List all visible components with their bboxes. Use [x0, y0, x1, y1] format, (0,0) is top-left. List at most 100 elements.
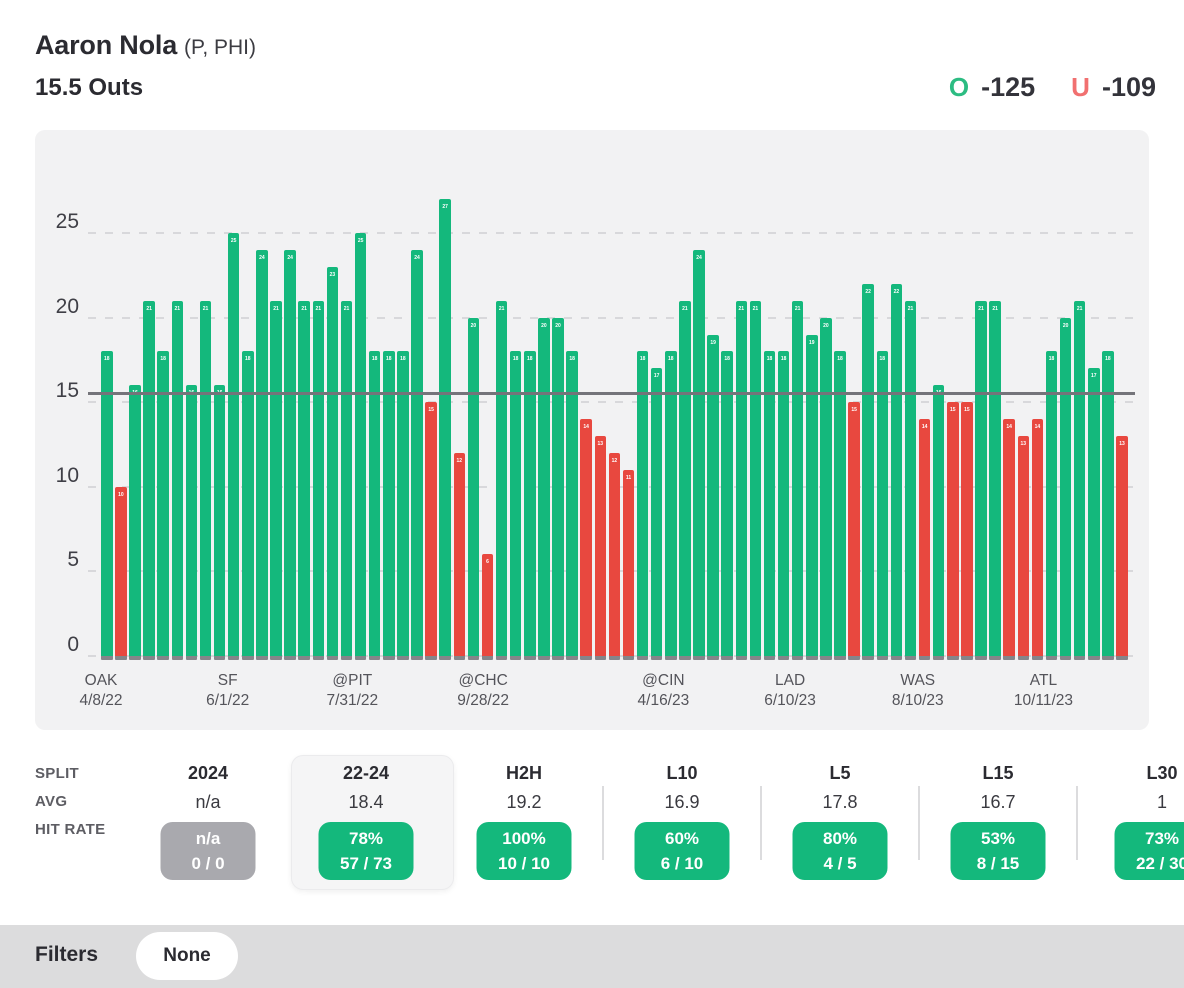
game-bar[interactable]: 12 [453, 452, 466, 656]
game-bar[interactable]: 21 [749, 300, 762, 656]
game-bar[interactable]: 18 [665, 351, 677, 656]
game-bar[interactable]: 16 [213, 385, 226, 656]
over-icon: O [948, 72, 970, 102]
bar-base [495, 656, 508, 660]
game-bar[interactable]: 14 [918, 419, 931, 656]
game-bar[interactable]: 21 [298, 300, 310, 656]
game-bar[interactable]: 25 [227, 233, 240, 656]
split-column-22-24[interactable]: 22-24 18.4 78% 57 / 73 [287, 748, 445, 896]
game-bar[interactable]: 21 [171, 300, 184, 656]
y-axis-tick-label: 5 [67, 548, 79, 572]
game-bar[interactable]: 14 [1003, 419, 1015, 656]
game-bar[interactable]: 18 [834, 351, 846, 656]
game-bar[interactable]: 21 [340, 300, 353, 656]
game-bar[interactable]: 21 [904, 300, 917, 656]
game-bar[interactable]: 21 [679, 300, 691, 656]
gridline-20 [88, 316, 1135, 319]
split-column-l10[interactable]: L10 16.9 60% 6 / 10 [603, 748, 761, 896]
game-bar[interactable]: 22 [862, 283, 874, 656]
game-bar[interactable]: 16 [129, 385, 141, 656]
bar-value-label: 23 [329, 271, 336, 278]
game-bar[interactable]: 18 [763, 351, 776, 656]
bar-value-label: 6 [486, 559, 489, 566]
game-bar[interactable]: 15 [425, 402, 437, 656]
game-bar[interactable]: 19 [806, 334, 818, 656]
game-bar[interactable]: 19 [707, 334, 719, 656]
game-bar[interactable]: 21 [199, 300, 212, 656]
bar-base [707, 656, 719, 660]
game-bar[interactable]: 15 [961, 402, 973, 656]
game-bar[interactable]: 20 [552, 317, 564, 656]
game-bar[interactable]: 18 [1045, 351, 1058, 656]
game-bar[interactable]: 24 [693, 249, 705, 656]
bar-base [1045, 656, 1058, 660]
game-bar[interactable]: 27 [439, 199, 451, 656]
game-bar[interactable]: 14 [1031, 419, 1044, 656]
filters-none-pill[interactable]: None [136, 932, 238, 980]
game-bar[interactable]: 20 [538, 317, 550, 656]
split-column-l30[interactable]: L30 1 73% 22 / 30 [1083, 748, 1184, 896]
game-bar[interactable]: 21 [989, 300, 1001, 656]
game-bar[interactable]: 18 [383, 351, 395, 656]
game-bar[interactable]: 21 [270, 300, 282, 656]
game-bar[interactable]: 18 [368, 351, 381, 656]
game-bar[interactable]: 20 [1059, 317, 1072, 656]
game-bar[interactable]: 18 [524, 351, 536, 656]
game-bar[interactable]: 15 [947, 402, 959, 656]
game-bar[interactable]: 13 [1116, 436, 1128, 656]
bar-value-label: 21 [1076, 305, 1083, 312]
row-label-avg: AVG [35, 793, 68, 810]
game-bar[interactable]: 24 [411, 249, 423, 656]
game-bar[interactable]: 18 [636, 351, 649, 656]
game-bar[interactable]: 14 [580, 419, 592, 656]
game-bar[interactable]: 18 [397, 351, 409, 656]
game-bar[interactable]: 18 [721, 351, 733, 656]
game-bar[interactable]: 21 [1073, 300, 1086, 656]
bar-value-label: 13 [1119, 441, 1125, 448]
column-separator [760, 786, 762, 860]
game-bar[interactable]: 18 [157, 351, 169, 656]
game-bar[interactable]: 15 [848, 402, 860, 656]
game-bar[interactable]: 18 [876, 351, 889, 656]
bar-value-label: 18 [724, 356, 730, 363]
game-bar[interactable]: 18 [777, 351, 790, 656]
game-bar[interactable]: 24 [256, 249, 268, 656]
game-bar[interactable]: 21 [735, 300, 748, 656]
game-bar[interactable]: 21 [143, 300, 155, 656]
bar-base [580, 656, 592, 660]
game-bar[interactable]: 13 [1017, 436, 1030, 656]
split-column-l15[interactable]: L15 16.7 53% 8 / 15 [919, 748, 1077, 896]
game-bar[interactable]: 10 [115, 486, 127, 656]
game-bar[interactable]: 20 [467, 317, 480, 656]
game-bar[interactable]: 18 [1102, 351, 1114, 656]
bar-value-label: 21 [794, 305, 801, 312]
game-bar[interactable]: 11 [622, 469, 635, 656]
game-bar[interactable]: 21 [495, 300, 508, 656]
bar-value-label: 18 [527, 356, 533, 363]
game-bar[interactable]: 6 [481, 554, 494, 656]
game-bar[interactable]: 21 [312, 300, 325, 656]
game-bar[interactable]: 23 [326, 266, 339, 656]
game-bar[interactable]: 16 [932, 385, 945, 656]
game-bar[interactable]: 16 [185, 385, 198, 656]
game-bar[interactable]: 20 [820, 317, 832, 656]
game-bar[interactable]: 17 [650, 368, 663, 656]
split-column-2024[interactable]: 2024 n/a n/a 0 / 0 [129, 748, 287, 896]
game-bar[interactable]: 25 [354, 233, 367, 656]
game-bar[interactable]: 13 [594, 436, 607, 656]
game-bar[interactable]: 12 [608, 452, 621, 656]
game-bar[interactable]: 18 [242, 351, 254, 656]
bar-base [636, 656, 649, 660]
game-bar[interactable]: 21 [975, 300, 987, 656]
split-column-h2h[interactable]: H2H 19.2 100% 10 / 10 [445, 748, 603, 896]
bar-base [848, 656, 860, 660]
game-bar[interactable]: 21 [791, 300, 804, 656]
game-bar[interactable]: 18 [101, 351, 113, 656]
game-bar[interactable]: 18 [566, 351, 578, 656]
split-column-l5[interactable]: L5 17.8 80% 4 / 5 [761, 748, 919, 896]
under-odds: -109 [1101, 72, 1156, 102]
game-bar[interactable]: 18 [509, 351, 522, 656]
game-bar[interactable]: 24 [284, 249, 296, 656]
game-bar[interactable]: 22 [890, 283, 903, 656]
game-bar[interactable]: 17 [1088, 368, 1100, 656]
